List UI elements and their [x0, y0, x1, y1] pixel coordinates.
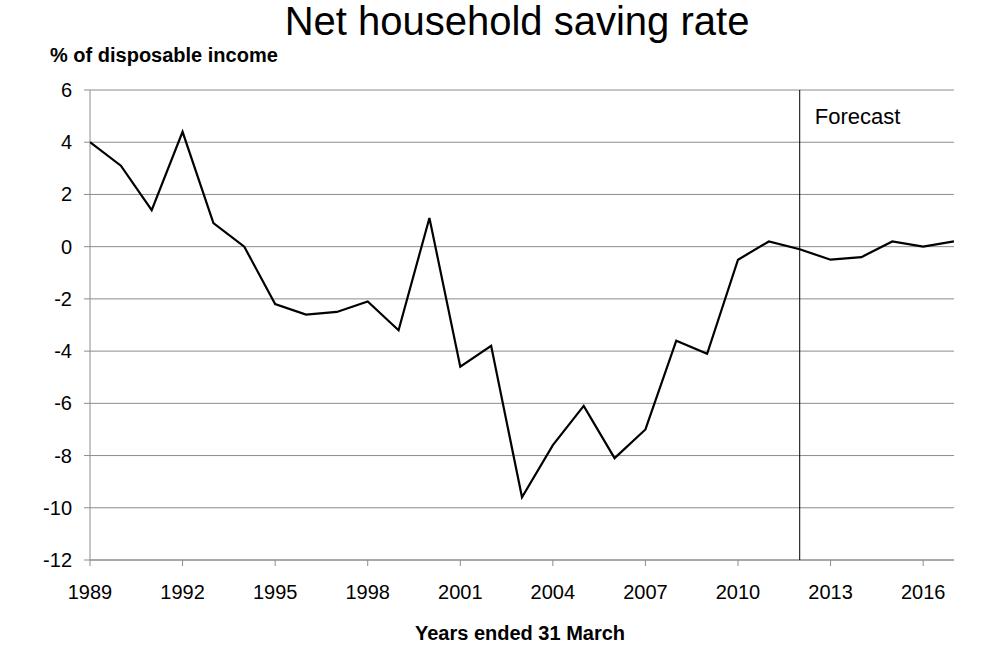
- x-tick-label: 2001: [438, 581, 483, 603]
- x-tick: [923, 560, 924, 566]
- x-axis-label: Years ended 31 March: [415, 622, 625, 644]
- y-tick-label: -12: [43, 549, 72, 571]
- y-tick: [84, 507, 90, 508]
- grid-line: [90, 507, 954, 508]
- x-tick-label: 2010: [716, 581, 761, 603]
- x-tick-label: 1995: [253, 581, 298, 603]
- y-tick-label: 6: [61, 79, 72, 101]
- data-line: [90, 132, 954, 498]
- chart-root: Net household saving rate % of disposable…: [0, 0, 986, 655]
- y-tick: [84, 560, 90, 561]
- x-tick: [738, 560, 739, 566]
- annotation-text: Forecast: [815, 104, 901, 129]
- x-tick-label: 2016: [901, 581, 946, 603]
- y-tick: [84, 142, 90, 143]
- x-tick: [182, 560, 183, 566]
- x-tick: [830, 560, 831, 566]
- x-tick-label: 1989: [68, 581, 113, 603]
- y-tick-label: -8: [54, 445, 72, 467]
- grid-line: [90, 90, 954, 91]
- x-axis-line: [90, 560, 954, 561]
- grid-line: [90, 560, 954, 561]
- y-tick: [84, 351, 90, 352]
- grid-line: [90, 351, 954, 352]
- y-tick-label: -6: [54, 392, 72, 414]
- x-tick-label: 2013: [808, 581, 853, 603]
- y-tick-label: -4: [54, 340, 72, 362]
- y-tick-label: -2: [54, 288, 72, 310]
- x-tick: [90, 560, 91, 566]
- y-axis-label: % of disposable income: [50, 44, 278, 66]
- x-tick-label: 1998: [345, 581, 390, 603]
- y-axis-line: [90, 90, 91, 560]
- forecast-line: [799, 90, 800, 560]
- chart: Net household saving rate % of disposable…: [0, 0, 986, 655]
- y-tick: [84, 455, 90, 456]
- x-tick-label: 2004: [531, 581, 576, 603]
- grid-line: [90, 194, 954, 195]
- x-tick: [645, 560, 646, 566]
- y-tick: [84, 90, 90, 91]
- annotation-group: [799, 90, 800, 560]
- grid-line: [90, 403, 954, 404]
- y-tick: [84, 403, 90, 404]
- x-tick: [460, 560, 461, 566]
- x-tick: [552, 560, 553, 566]
- grid-line: [90, 455, 954, 456]
- x-tick: [367, 560, 368, 566]
- grid-line: [90, 142, 954, 143]
- series-group: [90, 132, 954, 498]
- y-tick: [84, 246, 90, 247]
- y-tick-label: 0: [61, 236, 72, 258]
- y-tick: [84, 298, 90, 299]
- x-tick: [275, 560, 276, 566]
- grid-line: [90, 298, 954, 299]
- y-tick-label: 4: [61, 131, 72, 153]
- title: Net household saving rate: [285, 0, 750, 43]
- grid-line: [90, 246, 954, 247]
- x-tick-label: 2007: [623, 581, 668, 603]
- x-tick-label: 1992: [160, 581, 205, 603]
- y-tick-label: 2: [61, 183, 72, 205]
- y-tick-label: -10: [43, 497, 72, 519]
- y-tick: [84, 194, 90, 195]
